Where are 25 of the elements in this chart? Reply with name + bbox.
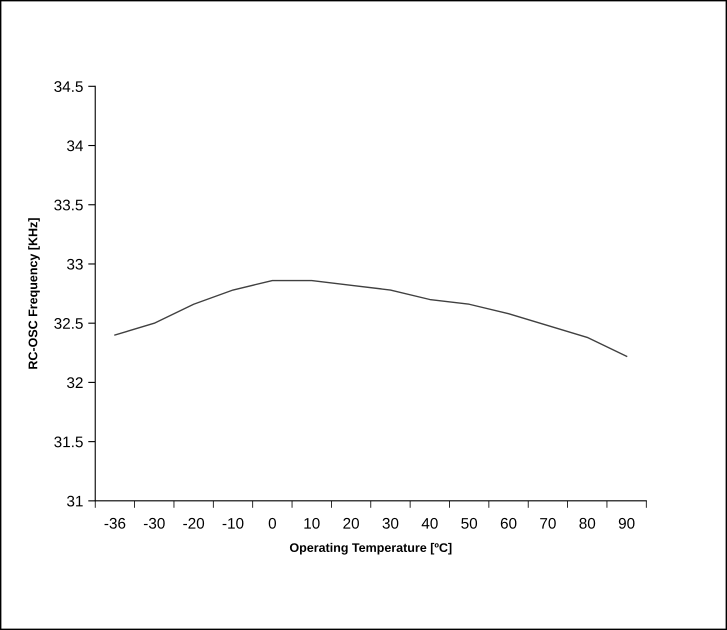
x-tick-label: 0 bbox=[268, 518, 276, 529]
x-tick-label: 80 bbox=[579, 518, 596, 529]
x-tick-label: 10 bbox=[304, 518, 320, 529]
y-tick-label: 31 bbox=[67, 496, 83, 507]
line-series bbox=[114, 280, 628, 358]
x-tick-label: -30 bbox=[144, 518, 165, 529]
x-tick-label: 70 bbox=[540, 518, 556, 529]
x-tick-label: -36 bbox=[104, 518, 126, 529]
y-axis-title: RC-OSC Frequency [KHz] bbox=[28, 218, 40, 369]
y-tick-label: 33.5 bbox=[54, 200, 83, 210]
x-tick-label: 90 bbox=[618, 518, 635, 529]
x-tick-label: 30 bbox=[382, 518, 398, 529]
x-axis-title: Operating Temperature [ºC] bbox=[290, 542, 452, 555]
y-tick-label: 33 bbox=[67, 258, 83, 270]
y-tick-label: 32.5 bbox=[54, 318, 83, 329]
y-tick-label: 34.5 bbox=[54, 81, 83, 92]
y-tick-label: 31.5 bbox=[54, 436, 83, 448]
x-tick-label: 60 bbox=[500, 518, 516, 529]
y-tick-label: 34 bbox=[67, 140, 83, 152]
x-tick-label: -10 bbox=[222, 518, 244, 529]
y-tick-label: 32 bbox=[67, 377, 83, 388]
x-tick-label: 40 bbox=[422, 518, 438, 529]
x-tick-label: 20 bbox=[343, 518, 359, 529]
x-tick-label: -20 bbox=[183, 518, 204, 529]
x-tick-label: 50 bbox=[461, 518, 478, 529]
